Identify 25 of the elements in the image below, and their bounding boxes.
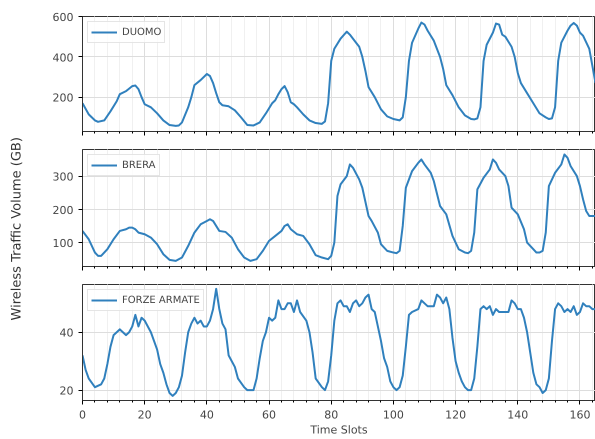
y-tick-label: 200 (52, 204, 74, 217)
x-tick-label: 160 (569, 408, 590, 422)
x-tick-label: 20 (138, 408, 152, 422)
x-tick-label: 100 (382, 408, 404, 422)
legend-label: FORZE ARMATE (122, 294, 200, 307)
line-series (82, 288, 595, 397)
legend-label: DUOMO (122, 26, 162, 39)
line-series (82, 22, 595, 127)
y-tick-label: 20 (60, 384, 74, 398)
line-series (82, 153, 595, 262)
x-tick-label: 0 (79, 408, 86, 422)
y-tick-label: 100 (52, 237, 74, 250)
y-tick-label: 600 (52, 11, 74, 24)
x-axis-title: Time Slots (309, 424, 368, 436)
y-tick-label: 400 (52, 51, 74, 64)
x-tick-label: 120 (445, 408, 466, 422)
y-axis-title: Wireless Traffic Volume (GB) (10, 137, 24, 320)
y-tick-label: 200 (52, 92, 74, 105)
legend-label: BRERA (122, 158, 156, 172)
x-tick-label: 140 (507, 408, 528, 422)
x-tick-label: 80 (324, 408, 338, 422)
y-tick-label: 40 (60, 326, 74, 340)
x-tick-label: 40 (200, 408, 214, 422)
y-tick-label: 300 (52, 170, 74, 184)
x-tick-label: 60 (262, 408, 276, 422)
